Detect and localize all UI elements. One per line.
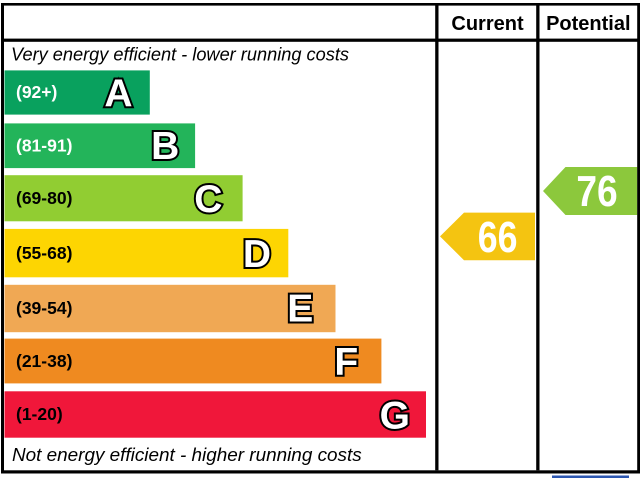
svg-text:Potential: Potential [546, 13, 630, 35]
svg-text:(81-91): (81-91) [16, 135, 72, 155]
svg-text:(21-38): (21-38) [16, 351, 72, 371]
svg-text:Current: Current [451, 13, 524, 35]
svg-text:D: D [243, 233, 271, 276]
svg-text:E: E [287, 288, 313, 331]
svg-text:(1-20): (1-20) [16, 404, 63, 424]
svg-text:B: B [151, 125, 179, 168]
svg-text:(92+): (92+) [16, 82, 57, 102]
svg-text:G: G [380, 394, 410, 437]
svg-text:Very energy efficient - lower: Very energy efficient - lower running co… [11, 45, 349, 65]
svg-text:(69-80): (69-80) [16, 188, 72, 208]
svg-text:76: 76 [576, 167, 617, 216]
svg-text:Not energy efficient - higher: Not energy efficient - higher running co… [12, 445, 362, 466]
svg-text:(55-68): (55-68) [16, 243, 72, 263]
svg-text:(39-54): (39-54) [16, 298, 72, 318]
svg-text:C: C [194, 178, 222, 221]
svg-text:F: F [334, 341, 358, 384]
svg-text:A: A [104, 72, 132, 115]
svg-text:66: 66 [478, 213, 518, 262]
